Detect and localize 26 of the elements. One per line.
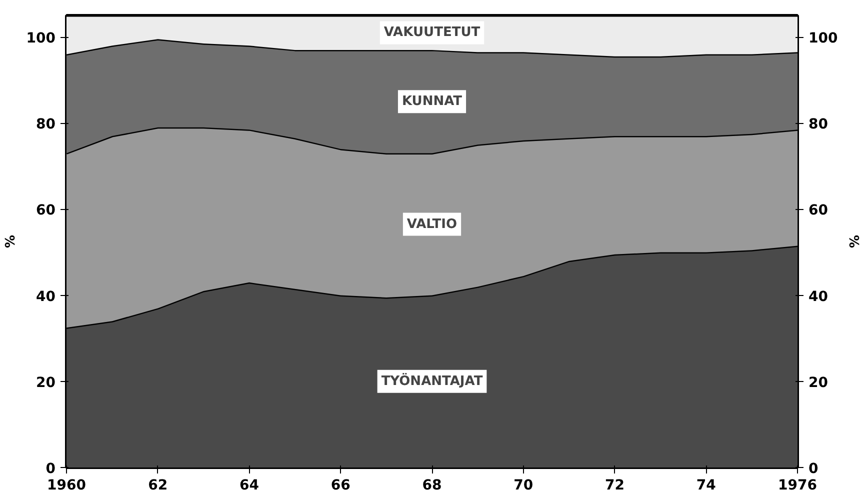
y2-tick-label: 100 — [808, 30, 838, 47]
y2-tick-label: 60 — [808, 202, 828, 219]
y-axis-title: % — [3, 234, 18, 248]
series-label: KUNNAT — [402, 94, 462, 110]
y-tick-label: 20 — [36, 374, 56, 391]
y2-tick-label: 40 — [808, 288, 828, 305]
series-label: VALTIO — [406, 216, 458, 232]
y2-axis-title: % — [846, 234, 861, 248]
y-tick-label: 80 — [36, 116, 56, 133]
x-tick-label: 70 — [514, 478, 534, 492]
x-tick-label: 74 — [696, 478, 716, 492]
x-tick-label: 64 — [240, 478, 260, 492]
y-tick-label: 100 — [26, 30, 56, 47]
x-tick-label: 66 — [330, 478, 350, 492]
x-tick-label: 68 — [422, 478, 442, 492]
x-tick-label: 72 — [605, 478, 624, 492]
y-tick-label: 0 — [46, 461, 56, 477]
y2-tick-label: 80 — [808, 116, 828, 133]
x-tick-label: 62 — [148, 478, 168, 492]
y-tick-label: 60 — [36, 202, 56, 219]
y2-tick-label: 0 — [808, 461, 818, 477]
y-tick-label: 40 — [36, 288, 56, 305]
series-label: VAKUUTETUT — [384, 25, 480, 40]
y2-tick-label: 20 — [808, 374, 828, 391]
x-tick-label: 1976 — [778, 478, 817, 492]
x-tick-label: 1960 — [47, 478, 86, 492]
